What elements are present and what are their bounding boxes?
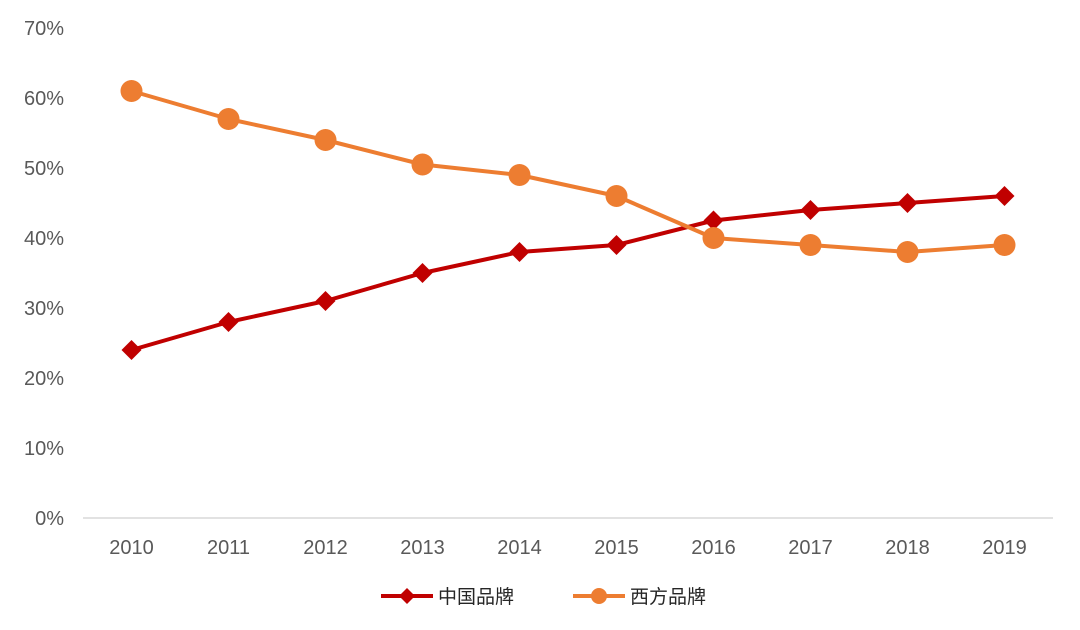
- y-tick-label: 20%: [24, 368, 64, 390]
- y-axis-ticks: 0% 10% 20% 30% 40% 50% 60% 70%: [24, 18, 64, 530]
- data-point-circle: [799, 234, 822, 256]
- data-point-circle: [896, 241, 919, 263]
- x-tick-label: 2011: [207, 537, 250, 559]
- data-point-diamond: [606, 235, 627, 255]
- data-point-circle: [314, 129, 337, 151]
- y-tick-label: 30%: [24, 298, 64, 320]
- x-tick-label: 2010: [109, 537, 154, 559]
- x-tick-label: 2017: [788, 537, 833, 559]
- data-point-diamond: [412, 263, 433, 283]
- data-point-circle: [217, 108, 240, 130]
- data-point-diamond: [509, 242, 530, 262]
- x-tick-label: 2016: [691, 537, 736, 559]
- data-point-diamond: [703, 210, 724, 231]
- series-line: [130, 89, 1005, 254]
- data-point-diamond: [800, 200, 821, 220]
- y-tick-label: 40%: [24, 228, 64, 250]
- x-tick-label: 2018: [885, 537, 930, 559]
- y-tick-label: 10%: [24, 438, 64, 460]
- series-layer: [120, 80, 1016, 360]
- y-tick-label: 50%: [24, 158, 64, 180]
- data-point-diamond: [315, 291, 336, 311]
- legend-label: 中国品牌: [438, 586, 514, 608]
- data-point-circle: [508, 164, 531, 186]
- y-tick-label: 70%: [24, 18, 64, 40]
- x-tick-label: 2014: [497, 537, 542, 559]
- series-1: [121, 186, 1015, 360]
- data-point-circle: [702, 227, 725, 249]
- legend-circle-icon: [591, 588, 607, 604]
- y-tick-label: 0%: [35, 508, 64, 530]
- data-point-circle: [605, 185, 628, 207]
- data-point-circle: [993, 234, 1016, 256]
- legend-diamond-icon: [399, 588, 415, 604]
- data-point-diamond: [218, 312, 239, 332]
- x-tick-label: 2015: [594, 537, 639, 559]
- legend-item: 西方品牌: [573, 586, 706, 608]
- series-line: [130, 194, 1005, 352]
- x-tick-label: 2012: [303, 537, 348, 559]
- x-tick-label: 2013: [400, 537, 445, 559]
- data-point-circle: [120, 80, 143, 102]
- data-point-diamond: [897, 193, 918, 213]
- x-axis-ticks: 2010 2011 2012 2013 2014 2015 2016 2017 2018 2019: [109, 537, 1027, 559]
- legend-label: 西方品牌: [630, 586, 706, 608]
- legend-item: 中国品牌: [381, 586, 514, 608]
- data-point-circle: [411, 153, 434, 176]
- legend: 中国品牌 西方品牌: [381, 586, 706, 608]
- data-point-diamond: [994, 186, 1015, 206]
- x-tick-label: 2019: [982, 537, 1027, 559]
- data-point-diamond: [121, 340, 142, 360]
- y-tick-label: 60%: [24, 88, 64, 110]
- series-2: [120, 80, 1016, 263]
